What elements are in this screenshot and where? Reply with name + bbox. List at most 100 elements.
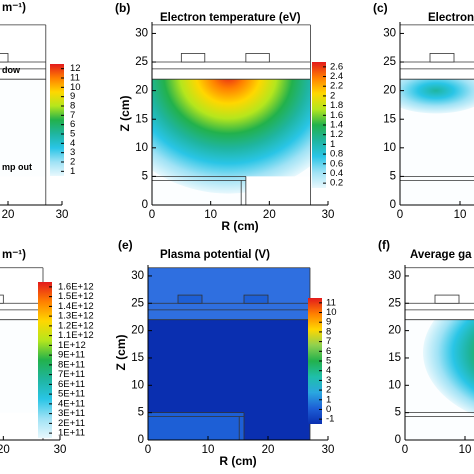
panel-title: m⁻¹) (2, 2, 26, 14)
colorbar-label: 7E+11 (58, 369, 85, 380)
y-tick-label: 10 (135, 142, 148, 154)
x-tick-label: 0 (402, 444, 408, 456)
x-tick-label: 20 (2, 209, 15, 221)
colorbar-label: 9 (70, 91, 75, 102)
panel-title: Electron temperature (eV) (160, 12, 301, 24)
y-tick-label: 25 (388, 297, 401, 309)
colorbar-label: 7 (70, 110, 75, 121)
colorbar-label: 8E+11 (58, 359, 85, 370)
y-tick-label: 0 (390, 199, 396, 211)
x-tick-label: 30 (322, 444, 335, 456)
y-tick-label: 0 (138, 434, 144, 446)
y-tick-label: 0 (395, 434, 401, 446)
x-tick-label: 0 (145, 444, 151, 456)
panel-label: (f) (378, 238, 390, 252)
colorbar-label: 6 (70, 119, 75, 130)
colorbar-label: 1.3E+12 (58, 311, 94, 322)
y-tick-label: 20 (135, 85, 148, 97)
colorbar-label: 3E+11 (58, 408, 85, 419)
colorbar-label: 12 (70, 63, 81, 74)
colorbar-label: 10 (70, 82, 81, 93)
y-tick-label: 25 (383, 56, 396, 68)
colorbar (50, 64, 64, 176)
y-tick-label: 20 (131, 325, 144, 337)
colorbar-label: 1.6 (330, 110, 343, 121)
colorbar-label: 1 (330, 139, 335, 150)
colorbar-label: 2.2 (330, 81, 343, 92)
x-tick-label: 30 (56, 209, 69, 221)
colorbar-label: 1.2E+12 (58, 320, 94, 331)
y-tick-label: 0 (142, 199, 148, 211)
field (405, 319, 474, 440)
colorbar-label: 11 (326, 297, 336, 308)
field (400, 79, 474, 205)
x-tick-label: 30 (322, 209, 335, 221)
y-tick-label: 30 (131, 270, 144, 282)
colorbar-label: 4 (326, 365, 331, 376)
x-tick-label: 20 (0, 444, 10, 456)
x-tick-label: 10 (204, 209, 217, 221)
colorbar-label: 0.2 (330, 178, 343, 189)
panel-title: Plasma potential (V) (160, 249, 270, 261)
upper-region (148, 267, 310, 320)
colorbar-label: 1E+11 (58, 428, 85, 439)
field-core (400, 79, 474, 114)
colorbar-label: 2E+11 (58, 418, 85, 429)
field (0, 319, 43, 440)
colorbar-label: 10 (326, 307, 337, 318)
x-tick-label: 20 (262, 444, 275, 456)
panel-title: Average ga (410, 249, 472, 261)
colorbar-label: -1 (326, 414, 334, 425)
antenna (177, 294, 203, 304)
x-tick-label: 0 (149, 209, 155, 221)
field-core (152, 79, 311, 194)
x-tick-label: 0 (397, 209, 403, 221)
field-base (0, 79, 46, 205)
colorbar-label: 2 (326, 385, 331, 396)
antenna (429, 53, 455, 63)
y-axis-label: Z (cm) (118, 95, 132, 131)
colorbar-label: 5E+11 (58, 389, 85, 400)
annotation: dow (2, 65, 21, 75)
colorbar (308, 298, 322, 424)
antenna (0, 294, 4, 304)
colorbar-label: 5 (326, 356, 331, 367)
antenna (0, 53, 9, 63)
colorbar-label: 9 (326, 317, 331, 328)
x-tick-label: 30 (54, 444, 67, 456)
panel-label: (b) (115, 1, 130, 15)
colorbar-label: 4E+11 (58, 398, 85, 409)
y-tick-label: 5 (395, 407, 401, 419)
colorbar-label: 1.4 (330, 120, 343, 131)
colorbar-label: 2.4 (330, 71, 343, 82)
y-tick-label: 5 (138, 407, 144, 419)
panel-label: (e) (118, 238, 133, 252)
colorbar-label: 7 (326, 336, 331, 347)
y-tick-label: 10 (383, 142, 396, 154)
y-tick-label: 25 (135, 56, 148, 68)
field (0, 79, 46, 205)
x-axis-label: R (cm) (221, 219, 258, 233)
colorbar-label: 6 (326, 346, 331, 357)
colorbar-label: 3 (70, 147, 75, 158)
y-tick-label: 30 (135, 27, 148, 39)
y-tick-label: 15 (135, 113, 148, 125)
colorbar-label: 0 (326, 404, 331, 415)
y-tick-label: 10 (388, 379, 401, 391)
field-base (0, 319, 43, 440)
annotation: mp out (2, 162, 32, 172)
colorbar-label: 9E+11 (58, 350, 85, 361)
colorbar-label: 0.4 (330, 168, 343, 179)
colorbar-label: 6E+11 (58, 379, 85, 390)
antenna (180, 53, 206, 63)
y-tick-label: 5 (142, 170, 148, 182)
colorbar-label: 8 (326, 326, 331, 337)
colorbar-label: 2 (330, 90, 335, 101)
colorbar-label: 2 (70, 157, 75, 168)
colorbar-label: 1.2 (330, 129, 343, 140)
x-tick-label: 10 (454, 209, 467, 221)
x-tick-label: 10 (202, 444, 215, 456)
colorbar-label: 11 (70, 73, 80, 84)
antenna (243, 294, 269, 304)
